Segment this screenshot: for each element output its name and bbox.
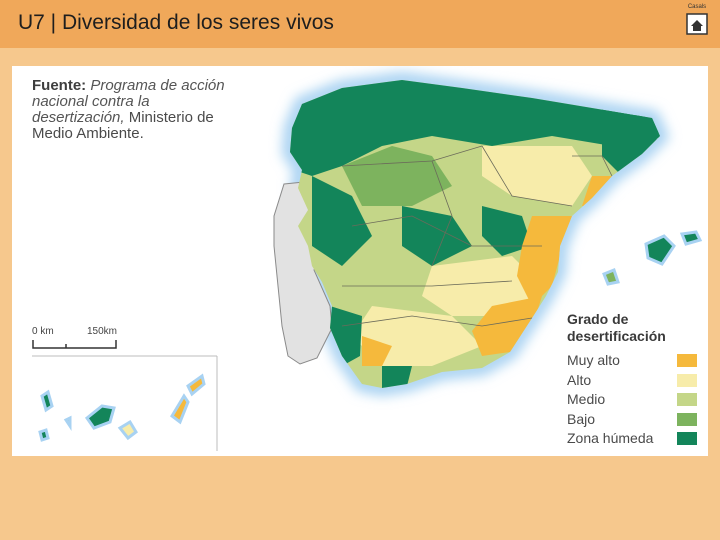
legend-item-zona-humeda: Zona húmeda (567, 429, 707, 449)
slide-title: U7 | Diversidad de los seres vivos (18, 11, 334, 34)
spain-map (32, 71, 703, 451)
low-zone-1 (342, 146, 452, 206)
very-high-southeast (472, 296, 542, 356)
scale-start-label: 0 km (32, 326, 54, 337)
region-borders (341, 145, 613, 327)
source-text: Programa de acción nacional contra la de… (32, 77, 225, 126)
legend-item-muy-alto: Muy alto (567, 351, 707, 371)
humid-south (382, 366, 412, 388)
map-legend: Grado de desertificación Muy alto Alto M… (567, 311, 707, 449)
publisher-logo[interactable]: Casals (685, 4, 709, 36)
logo-text: Casals (687, 4, 707, 10)
map-source: Fuente: Programa de acción nacional cont… (32, 78, 242, 142)
scale-bar: 0 km 150km (32, 326, 132, 356)
legend-swatch-muy-alto (677, 354, 697, 367)
scale-ruler (32, 340, 117, 349)
legend-item-bajo: Bajo (567, 410, 707, 430)
legend-swatch-alto (677, 373, 697, 387)
desertification-map-panel: Fuente: Programa de acción nacional cont… (12, 66, 708, 456)
humid-central (402, 206, 472, 266)
very-high-levante (517, 216, 572, 306)
source-label: Fuente: (32, 77, 87, 94)
very-high-andalusia (362, 336, 392, 366)
slide-header: U7 | Diversidad de los seres vivos Casal… (0, 0, 720, 48)
high-zone-center (422, 256, 542, 316)
legend-swatch-bajo (677, 412, 697, 426)
legend-swatch-zona-humeda (677, 432, 697, 445)
legend-item-medio: Medio (567, 390, 707, 410)
legend-item-alto: Alto (567, 371, 707, 391)
scale-end-label: 150km (87, 326, 118, 337)
high-zone-ebro (482, 146, 592, 206)
home-icon (686, 13, 708, 35)
humid-east (482, 206, 532, 256)
canary-islands-inset (32, 355, 218, 451)
legend-swatch-medio (677, 393, 697, 406)
source-org: Ministerio de Medio Ambiente. (32, 109, 214, 142)
balearic-islands (602, 230, 703, 286)
legend-title: Grado de desertificación (567, 311, 666, 344)
low-zone-2 (312, 176, 372, 266)
